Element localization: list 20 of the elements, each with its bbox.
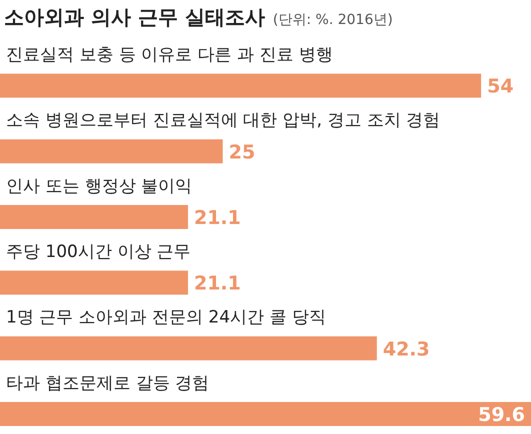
bar	[0, 139, 223, 164]
data-label: 21.1	[194, 272, 241, 295]
chart-subtitle: (단위: %. 2016년)	[272, 12, 393, 28]
y-tick-label: 인사 또는 행정상 불이익	[6, 176, 192, 196]
chart-title: 소아외과 의사 근무 실태조사	[4, 5, 265, 29]
y-tick-label: 소속 병원으로부터 진료실적에 대한 압박, 경고 조치 경험	[6, 110, 440, 131]
bar	[0, 205, 188, 229]
data-label: 25	[228, 141, 256, 164]
data-label: 59.6	[478, 404, 525, 426]
data-label: 42.3	[382, 338, 430, 360]
bar	[0, 74, 482, 98]
y-tick-label: 진료실적 보충 등 이유로 다른 과 진료 병행	[6, 45, 333, 65]
data-label: 54	[487, 76, 514, 98]
y-tick-label: 1명 근무 소아외과 전문의 24시간 콜 당직	[6, 308, 326, 328]
bar	[0, 336, 377, 360]
bar	[0, 270, 188, 295]
y-tick-label: 타과 협조문제로 갈등 경험	[6, 373, 210, 394]
bar	[0, 402, 531, 426]
data-label: 21.1	[194, 207, 241, 229]
y-tick-label: 주당 100시간 이상 근무	[6, 242, 191, 262]
